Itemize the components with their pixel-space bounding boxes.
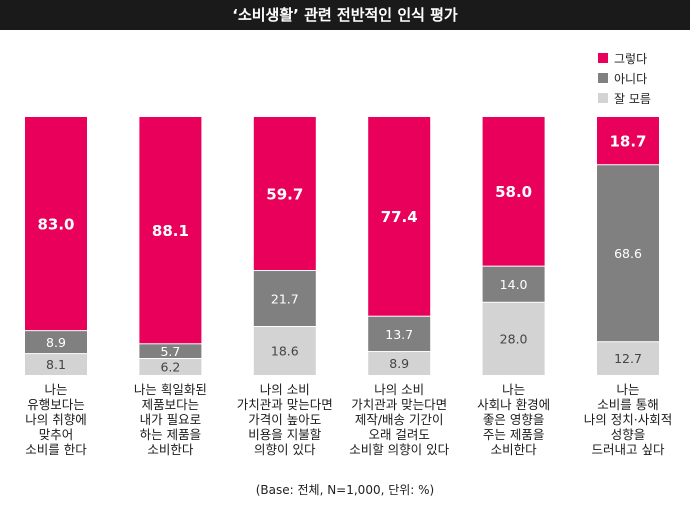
- legend-swatch-no: [598, 73, 608, 83]
- bar-segment-unknown-5: [597, 342, 659, 375]
- category-label-line: 나의 정치·사회적: [583, 412, 673, 427]
- bar-segment-yes-5: [597, 117, 659, 165]
- category-label-line: 나는: [502, 382, 526, 397]
- data-label-yes-2: 59.7: [266, 185, 303, 203]
- category-label-0: 나는 유행보다는 나의 취향에 맞추어 소비를 한다: [0, 382, 116, 457]
- data-label-unknown-5: 12.7: [614, 351, 642, 366]
- category-label-line: 나의 취향에: [25, 412, 87, 427]
- bar-segment-no-2: [253, 271, 316, 327]
- category-label-line: 사회나 환경에: [477, 397, 551, 412]
- category-label-line: 드러내고 싶다: [591, 442, 665, 457]
- category-label-line: 소비할 의향이 있다: [349, 442, 450, 457]
- bar-segment-no-1: [139, 344, 202, 359]
- category-label-line: 맞추어: [38, 427, 74, 442]
- bar-segment-yes-4: [482, 117, 545, 266]
- category-label-line: 소비한다: [490, 442, 537, 457]
- category-label-line: 의향이 있다: [254, 442, 316, 457]
- category-label-line: 나의 소비: [374, 382, 425, 397]
- data-label-no-5: 68.6: [614, 246, 642, 261]
- category-label-3: 나의 소비 가치관과 맞는다면 제작/배송 기간이 오래 걸려도 소비할 의향이 있다: [339, 382, 459, 457]
- category-label-line: 나의 소비: [259, 382, 310, 397]
- chart-title: ‘소비생활’ 관련 전반적인 인식 평가: [0, 0, 690, 30]
- bar-segment-no-0: [25, 331, 87, 354]
- data-label-unknown-2: 18.6: [271, 344, 299, 359]
- bar-segment-unknown-3: [368, 352, 431, 375]
- category-label-line: 나는: [44, 382, 68, 397]
- bar-segment-unknown-4: [482, 302, 545, 375]
- category-label-1: 나는 획일화된 제품보다는 내가 필요로 하는 제품을 소비한다: [110, 382, 230, 457]
- category-label-line: 소비한다: [147, 442, 194, 457]
- data-label-no-0: 8.9: [46, 335, 66, 350]
- data-label-unknown-0: 8.1: [46, 357, 66, 372]
- footnote: (Base: 전체, N=1,000, 단위: %): [255, 483, 435, 497]
- category-label-line: 오래 걸려도: [368, 427, 430, 442]
- data-label-no-3: 13.7: [385, 327, 413, 342]
- category-label-line: 비용을 지불할: [248, 427, 322, 442]
- data-label-yes-1: 88.1: [152, 222, 189, 240]
- category-label-line: 제품보다는: [141, 397, 200, 412]
- legend-swatch-yes: [598, 53, 608, 63]
- bar-segment-yes-3: [368, 117, 431, 316]
- category-label-line: 주는 제품을: [482, 427, 545, 442]
- category-label-line: 유행보다는: [27, 397, 85, 412]
- category-label-line: 성향을: [610, 427, 646, 442]
- legend-label-unknown: 잘 모름: [614, 91, 651, 106]
- category-label-line: 좋은 영향을: [482, 412, 545, 427]
- data-label-yes-0: 83.0: [37, 215, 74, 233]
- bar-segment-no-5: [597, 165, 659, 342]
- data-label-no-2: 21.7: [271, 292, 299, 307]
- legend-label-yes: 그렇다: [614, 51, 648, 66]
- category-label-line: 가치관과 맞는다면: [351, 397, 448, 412]
- data-label-yes-5: 18.7: [609, 133, 646, 151]
- category-label-line: 가치관과 맞는다면: [236, 397, 333, 412]
- bar-segment-yes-1: [139, 117, 202, 344]
- legend-swatch-unknown: [598, 93, 608, 103]
- data-label-no-4: 14.0: [500, 277, 528, 292]
- legend-item-no: 아니다: [598, 68, 651, 88]
- category-label-4: 나는 사회나 환경에 좋은 영향을 주는 제품을 소비한다: [454, 382, 574, 457]
- bar-segment-yes-0: [25, 117, 87, 331]
- category-label-line: 나는: [616, 382, 640, 397]
- category-label-line: 소비를 한다: [25, 442, 87, 457]
- category-label-line: 가격이 높아도: [248, 412, 322, 427]
- legend-item-yes: 그렇다: [598, 48, 651, 68]
- data-label-yes-3: 77.4: [381, 208, 418, 226]
- bar-segment-yes-2: [253, 117, 316, 271]
- legend-label-no: 아니다: [614, 71, 648, 86]
- category-label-5: 나는 소비를 통해 나의 정치·사회적 성향을 드러내고 싶다: [568, 382, 688, 457]
- category-label-line: 하는 제품을: [139, 427, 202, 442]
- data-label-no-1: 5.7: [160, 344, 180, 359]
- category-label-line: 나는 획일화된: [133, 382, 207, 397]
- category-label-line: 내가 필요로: [139, 412, 202, 427]
- bar-segment-unknown-2: [253, 327, 316, 375]
- bar-segment-no-4: [482, 266, 545, 302]
- data-label-unknown-1: 6.2: [160, 360, 180, 375]
- bar-segment-unknown-0: [25, 354, 87, 375]
- bar-segment-unknown-1: [139, 359, 202, 375]
- data-label-unknown-4: 28.0: [500, 331, 528, 346]
- category-label-2: 나의 소비 가치관과 맞는다면 가격이 높아도 비용을 지불할 의향이 있다: [225, 382, 345, 457]
- category-label-line: 소비를 통해: [597, 397, 659, 412]
- data-label-unknown-3: 8.9: [389, 356, 409, 371]
- bar-segment-no-3: [368, 316, 431, 352]
- category-label-line: 제작/배송 기간이: [354, 412, 444, 427]
- data-label-yes-4: 58.0: [495, 183, 532, 201]
- legend-item-unknown: 잘 모름: [598, 88, 651, 108]
- legend: 그렇다 아니다 잘 모름: [598, 48, 651, 108]
